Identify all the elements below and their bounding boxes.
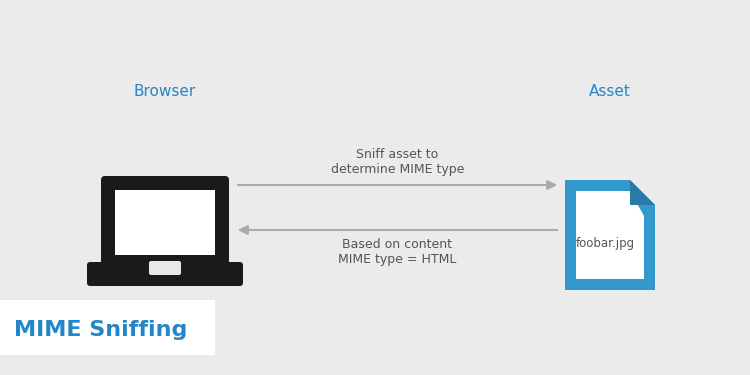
Text: MIME Sniffing: MIME Sniffing: [14, 320, 188, 340]
FancyBboxPatch shape: [149, 261, 181, 275]
FancyBboxPatch shape: [87, 262, 243, 286]
Text: Asset: Asset: [589, 84, 631, 99]
Text: Based on content: Based on content: [343, 238, 452, 252]
Polygon shape: [565, 180, 655, 290]
Polygon shape: [576, 191, 644, 279]
Text: foobar.jpg: foobar.jpg: [575, 237, 634, 249]
Text: MIME type = HTML: MIME type = HTML: [338, 254, 457, 267]
Text: Browser: Browser: [134, 84, 196, 99]
FancyBboxPatch shape: [101, 176, 229, 269]
FancyBboxPatch shape: [0, 300, 215, 355]
Text: determine MIME type: determine MIME type: [331, 164, 464, 177]
FancyBboxPatch shape: [115, 190, 215, 255]
Polygon shape: [630, 180, 655, 205]
Text: Sniff asset to: Sniff asset to: [356, 148, 439, 162]
